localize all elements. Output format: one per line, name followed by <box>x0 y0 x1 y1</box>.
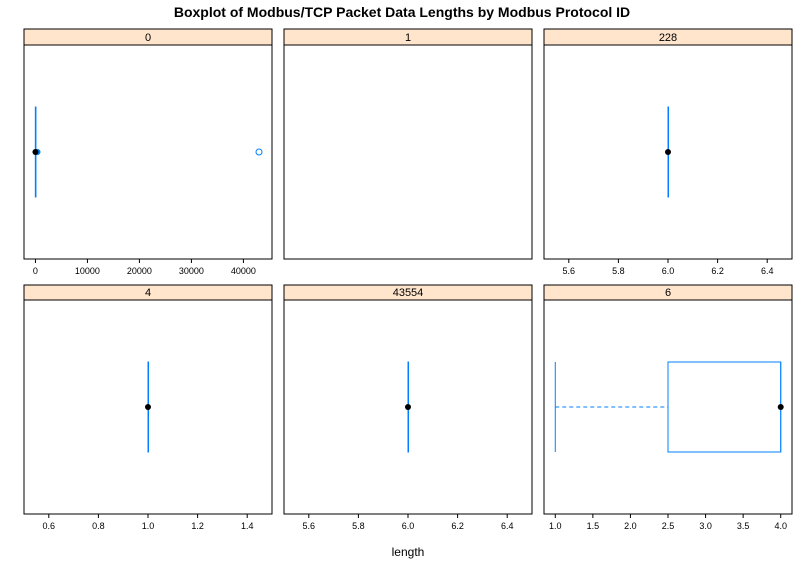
median-dot <box>777 404 784 410</box>
panel-3: 4 0.6 0.8 1.0 1.2 1.4 <box>23 284 273 531</box>
x-tick-label: 2.5 <box>662 521 675 531</box>
x-axis-label: length <box>392 545 425 559</box>
x-tick-label: 5.8 <box>352 521 365 531</box>
x-tick-label: 1.4 <box>241 521 254 531</box>
x-tick-label: 1.2 <box>191 521 204 531</box>
panel-1: 1 <box>283 28 533 260</box>
x-tick-label: 20000 <box>127 266 152 276</box>
panel-frame <box>283 44 533 260</box>
x-tick-label: 5.8 <box>612 266 625 276</box>
x-tick-label: 3.5 <box>737 521 750 531</box>
chart-title: Boxplot of Modbus/TCP Packet Data Length… <box>174 4 630 20</box>
panels: 0 0 10000 20000 30000 40000 1 228 5.6 5.8 6.0 6.2 6.… <box>23 28 793 531</box>
x-tick-label: 6.4 <box>761 266 774 276</box>
x-tick-label: 5.6 <box>563 266 576 276</box>
median-dot <box>32 149 39 155</box>
panel-frame <box>23 44 273 260</box>
x-tick-label: 0.6 <box>43 521 56 531</box>
panel-strip-label: 228 <box>659 32 677 44</box>
panel-strip-label: 43554 <box>393 287 424 299</box>
panel-2: 228 5.6 5.8 6.0 6.2 6.4 <box>543 28 793 276</box>
panel-4: 43554 5.6 5.8 6.0 6.2 6.4 <box>283 284 533 531</box>
median-dot <box>145 404 151 410</box>
outlier-point <box>255 148 263 156</box>
x-tick-label: 6.2 <box>451 521 464 531</box>
median-dot <box>665 149 671 155</box>
x-tick-label: 1.0 <box>142 521 155 531</box>
panel-strip-label: 4 <box>145 287 151 299</box>
x-tick-label: 10000 <box>75 266 100 276</box>
x-tick-label: 4.0 <box>774 521 787 531</box>
panel-0: 0 0 10000 20000 30000 40000 <box>23 28 273 276</box>
x-tick-label: 6.4 <box>501 521 514 531</box>
x-tick-label: 30000 <box>179 266 204 276</box>
x-tick-label: 1.0 <box>549 521 562 531</box>
panel-5: 6 1.0 1.5 2.0 2.5 3.0 3.5 4.0 <box>543 284 793 531</box>
panel-strip-label: 6 <box>665 287 671 299</box>
x-tick-label: 6.0 <box>662 266 675 276</box>
x-tick-label: 5.6 <box>303 521 316 531</box>
x-tick-label: 1.5 <box>587 521 600 531</box>
x-tick-label: 3.0 <box>699 521 712 531</box>
x-tick-label: 0.8 <box>92 521 105 531</box>
x-tick-label: 2.0 <box>624 521 637 531</box>
x-tick-label: 0 <box>33 266 38 276</box>
x-tick-label: 40000 <box>231 266 256 276</box>
median-dot <box>405 404 411 410</box>
x-tick-label: 6.0 <box>402 521 415 531</box>
panel-strip-label: 0 <box>145 32 151 44</box>
x-tick-label: 6.2 <box>711 266 724 276</box>
panel-strip-label: 1 <box>405 32 411 44</box>
box <box>667 361 782 453</box>
